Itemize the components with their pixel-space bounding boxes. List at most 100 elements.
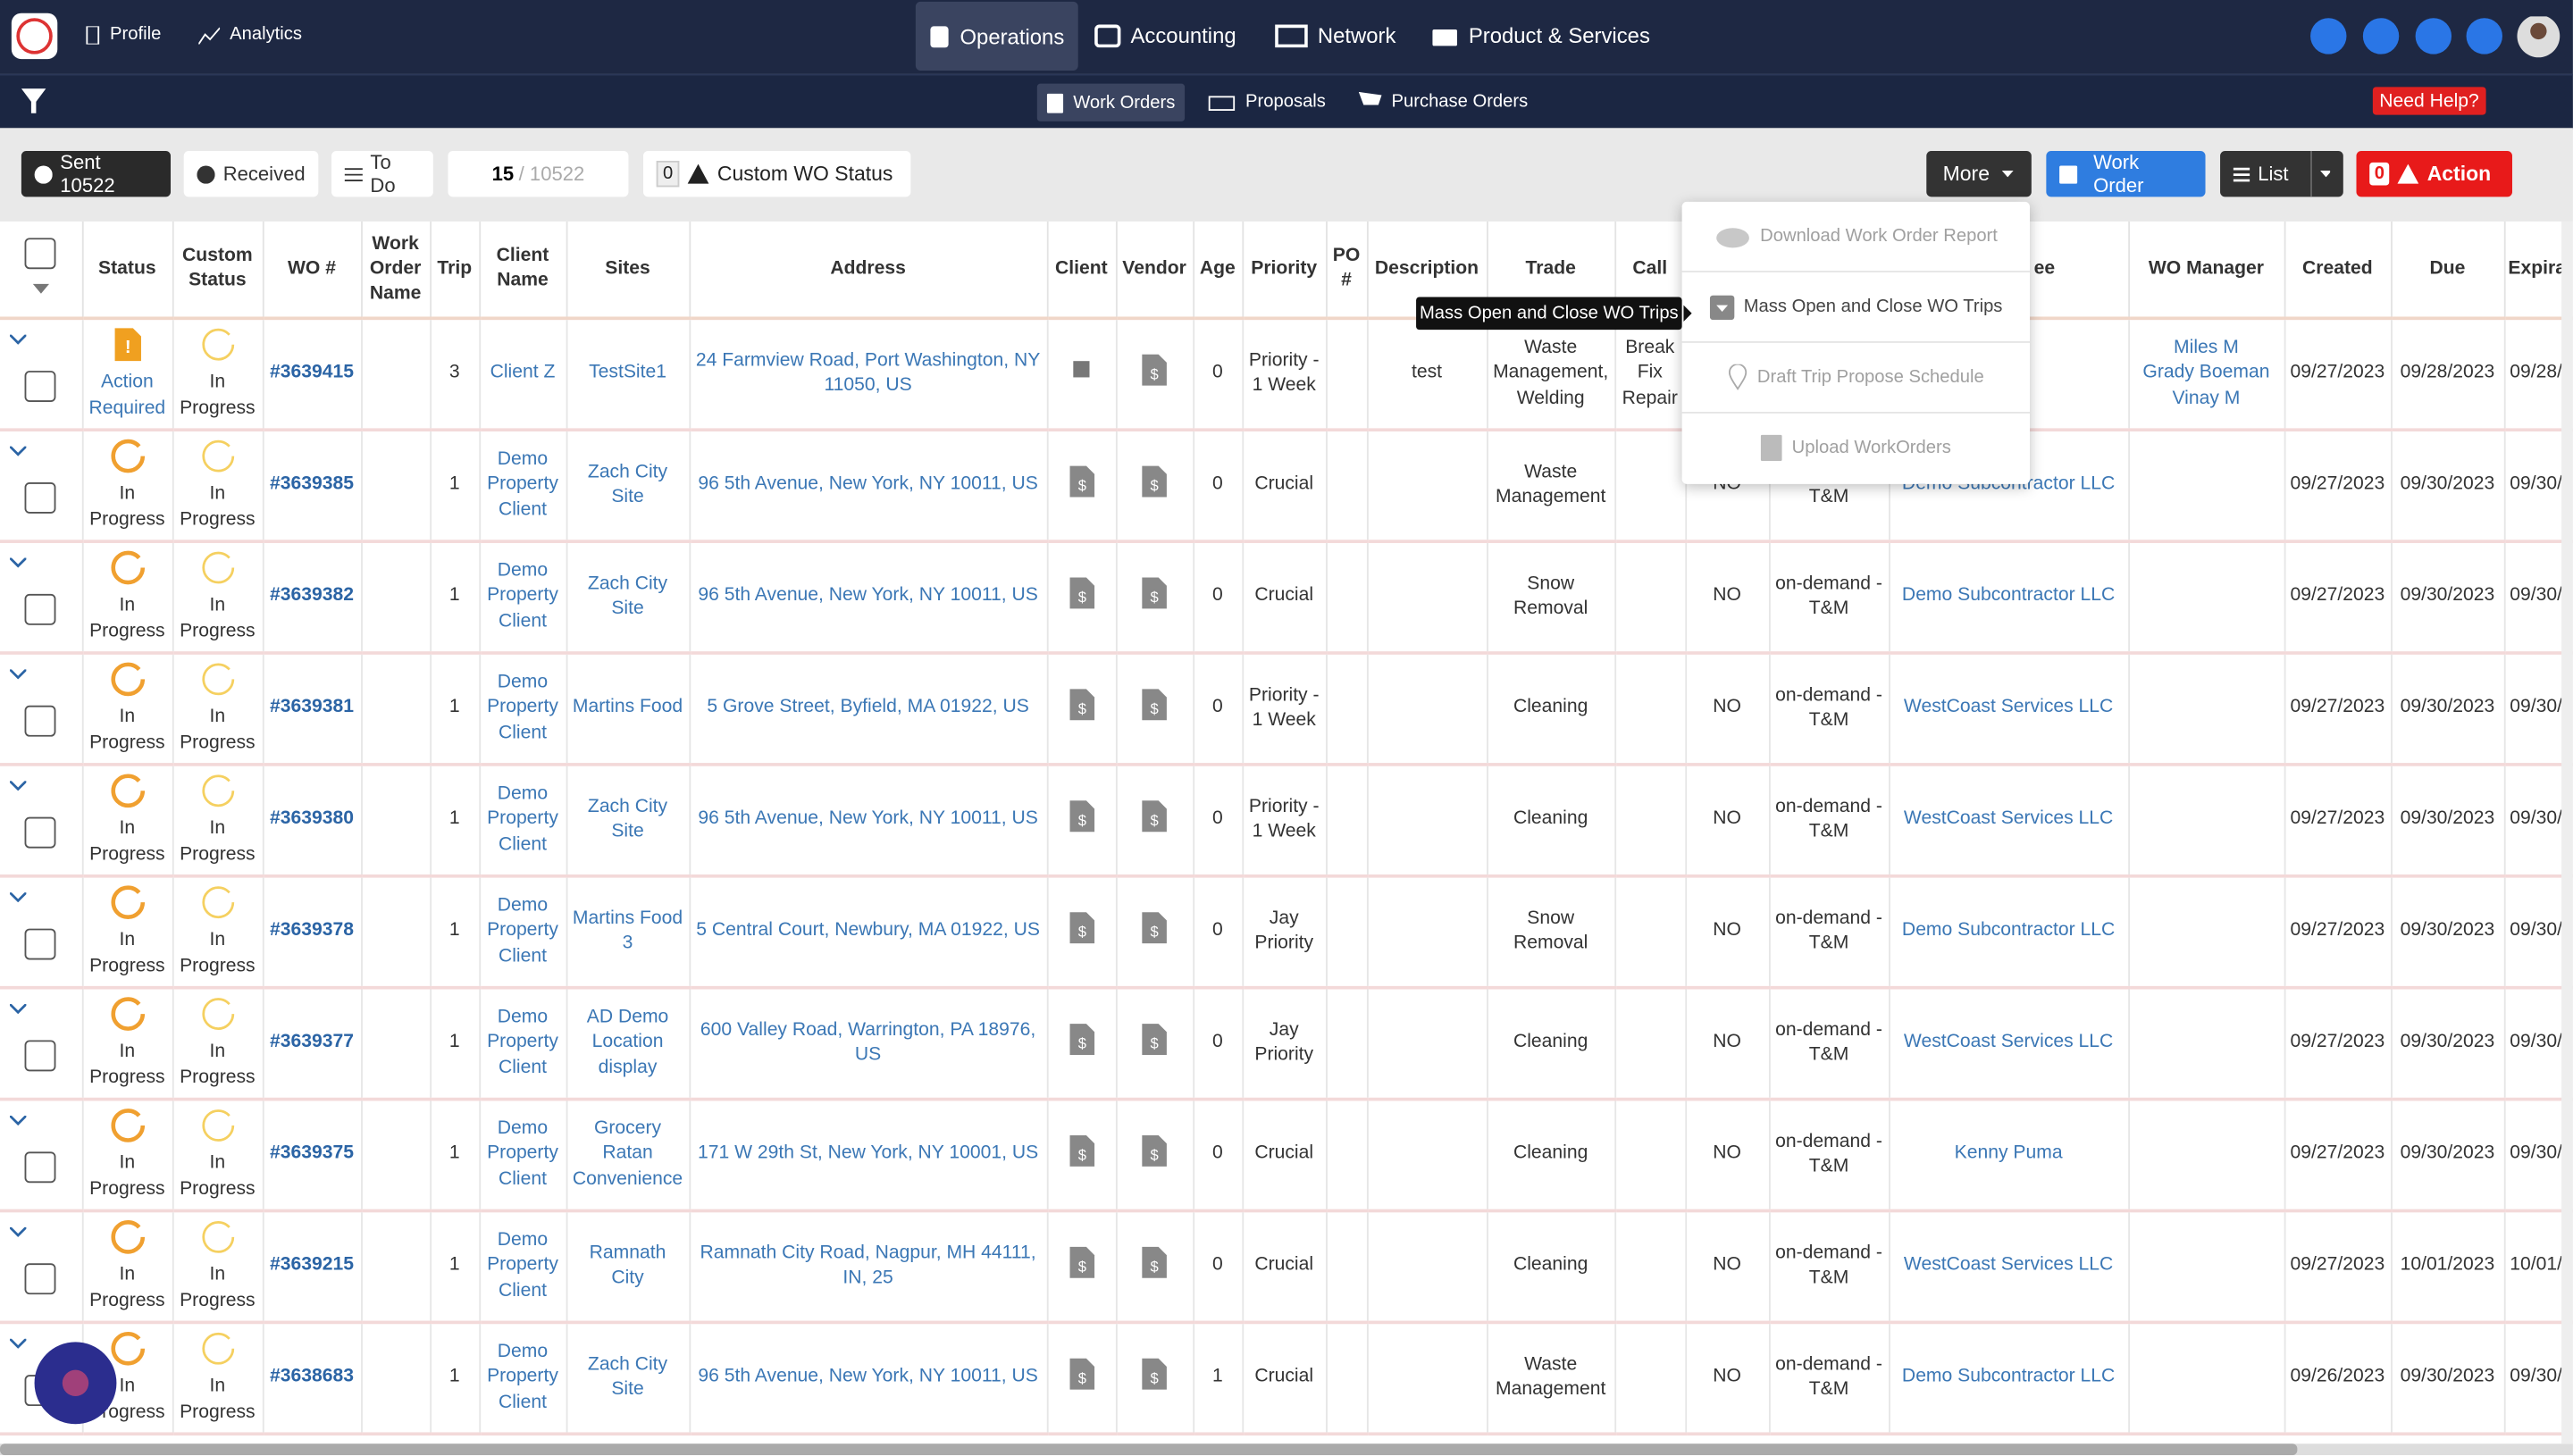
checkbox[interactable] [25, 816, 56, 848]
assignee[interactable]: Demo Subcontractor LLC [1901, 920, 2116, 941]
site[interactable]: Zach City Site [587, 573, 668, 619]
site[interactable]: Martins Food 3 [572, 908, 683, 954]
address[interactable]: 96 5th Avenue, New York, NY 10011, US [698, 474, 1038, 495]
wo[interactable]: #3639215 [269, 1255, 354, 1276]
expand-icon[interactable] [8, 891, 27, 903]
assignee[interactable]: WestCoast Services LLC [1903, 698, 2114, 718]
assignee[interactable]: WestCoast Services LLC [1903, 1032, 2114, 1052]
assignee[interactable]: WestCoast Services LLC [1903, 808, 2114, 829]
expand-icon[interactable] [8, 445, 27, 456]
expand-icon[interactable] [8, 1337, 27, 1349]
address[interactable]: 600 Valley Road, Warrington, PA 18976, U… [700, 1019, 1036, 1066]
site[interactable]: Zach City Site [587, 462, 668, 507]
tab-products[interactable]: Product & Services [1431, 23, 1650, 47]
manager-name[interactable]: Vinay M [2172, 388, 2241, 408]
expand-icon[interactable] [8, 1003, 27, 1015]
status[interactable]: Action Required [88, 372, 166, 418]
client-name[interactable]: Demo Property Client [487, 895, 558, 966]
manager-name[interactable]: Grady Boeman [2142, 363, 2270, 383]
address[interactable]: 5 Grove Street, Byfield, MA 01922, US [707, 698, 1029, 718]
cell [361, 318, 432, 432]
site[interactable]: Ramnath City [589, 1243, 666, 1288]
wo[interactable]: #3639381 [269, 698, 354, 718]
nav-analytics[interactable]: Analytics [198, 25, 302, 45]
assignee[interactable]: WestCoast Services LLC [1903, 1255, 2114, 1276]
checkbox[interactable] [25, 1151, 56, 1183]
work-order-button[interactable]: Work Order [2046, 150, 2206, 197]
checkbox[interactable] [25, 1039, 56, 1071]
expand-icon[interactable] [8, 333, 27, 345]
checkbox[interactable] [25, 704, 56, 736]
menu-item[interactable]: Download Work Order Report [1681, 202, 2030, 272]
expand-icon[interactable] [8, 556, 27, 568]
subtab-workorders[interactable]: Work Orders [1036, 83, 1186, 121]
menu-item[interactable]: Upload WorkOrders [1682, 414, 2030, 482]
tab-operations[interactable]: Operations [915, 1, 1077, 71]
manager-name[interactable]: Miles M [2174, 337, 2239, 357]
logo[interactable] [11, 13, 58, 60]
assignee[interactable]: Demo Subcontractor LLC [1901, 586, 2116, 607]
address[interactable]: 171 W 29th St, New York, NY 10001, US [697, 1143, 1039, 1164]
help-button[interactable]: Need Help? [2372, 87, 2486, 115]
subtab-purchase[interactable]: Purchase Orders [1358, 91, 1528, 112]
checkbox[interactable] [25, 370, 56, 402]
pager[interactable]: 15/ 10522 [448, 150, 629, 197]
received-button[interactable]: Received [183, 150, 319, 197]
wo[interactable]: #3638683 [269, 1367, 354, 1387]
assignee[interactable]: Demo Subcontractor LLC [1901, 1367, 2116, 1387]
subtab-proposals[interactable]: Proposals [1208, 92, 1326, 112]
wo[interactable]: #3639375 [269, 1143, 354, 1164]
expand-icon[interactable] [8, 1114, 27, 1126]
menu-item[interactable]: Mass Open and Close WO Trips [1681, 272, 2030, 343]
client-name[interactable]: Demo Property Client [487, 448, 558, 520]
client-name[interactable]: Demo Property Client [487, 1341, 558, 1412]
action-button[interactable]: 0 Action [2356, 150, 2512, 197]
tab-accounting[interactable]: Accounting [1094, 23, 1236, 47]
client-name[interactable]: Demo Property Client [487, 1230, 558, 1301]
sent-button[interactable]: Sent 10522 [21, 150, 172, 197]
site[interactable]: Zach City Site [587, 796, 668, 842]
nav-profile[interactable]: Profile [86, 25, 161, 45]
header-icons[interactable] [2309, 16, 2571, 59]
filter-icon[interactable] [21, 88, 46, 114]
checkbox[interactable] [25, 1262, 56, 1294]
chat-bubble[interactable] [33, 1341, 119, 1427]
site[interactable]: AD Demo Location display [586, 1007, 669, 1078]
wo[interactable]: #3639382 [269, 586, 354, 607]
list-button[interactable]: List [2220, 150, 2343, 197]
menu-item[interactable]: Draft Trip Propose Schedule [1681, 343, 2030, 414]
checkbox[interactable] [25, 592, 56, 624]
client-name[interactable]: Demo Property Client [487, 783, 558, 855]
client-name[interactable]: Demo Property Client [487, 1118, 558, 1190]
wo[interactable]: #3639378 [269, 920, 354, 941]
checkbox[interactable] [25, 481, 56, 513]
address[interactable]: 96 5th Avenue, New York, NY 10011, US [698, 586, 1038, 607]
assignee[interactable]: Kenny Puma [1954, 1143, 2063, 1164]
client-name[interactable]: Client Z [490, 363, 556, 383]
site[interactable]: Martins Food [572, 698, 683, 718]
address[interactable]: Ramnath City Road, Nagpur, MH 44111, IN,… [700, 1243, 1036, 1288]
expand-icon[interactable] [8, 1226, 27, 1237]
client-name[interactable]: Demo Property Client [487, 560, 558, 632]
client-name[interactable]: Demo Property Client [487, 1007, 558, 1078]
address[interactable]: 5 Central Court, Newbury, MA 01922, US [696, 920, 1040, 941]
expand-icon[interactable] [8, 780, 27, 791]
checkbox[interactable] [25, 927, 56, 959]
site[interactable]: TestSite1 [589, 363, 666, 383]
more-button[interactable]: More [1926, 150, 2032, 197]
address[interactable]: 96 5th Avenue, New York, NY 10011, US [698, 1367, 1038, 1387]
address[interactable]: 24 Farmview Road, Port Washington, NY 11… [695, 350, 1041, 396]
wo[interactable]: #3639385 [269, 474, 354, 495]
checkbox[interactable] [25, 237, 56, 269]
expand-icon[interactable] [8, 668, 27, 680]
custom-status-button[interactable]: 0 Custom WO Status [642, 150, 911, 197]
tab-network[interactable]: Network [1275, 23, 1395, 47]
address[interactable]: 96 5th Avenue, New York, NY 10011, US [698, 808, 1038, 829]
wo[interactable]: #3639377 [269, 1032, 354, 1052]
todo-button[interactable]: To Do [331, 150, 433, 197]
client-name[interactable]: Demo Property Client [487, 672, 558, 743]
wo[interactable]: #3639380 [269, 808, 354, 829]
site[interactable]: Grocery Ratan Convenience [572, 1118, 683, 1190]
wo[interactable]: #3639415 [269, 363, 354, 383]
site[interactable]: Zach City Site [587, 1354, 668, 1400]
